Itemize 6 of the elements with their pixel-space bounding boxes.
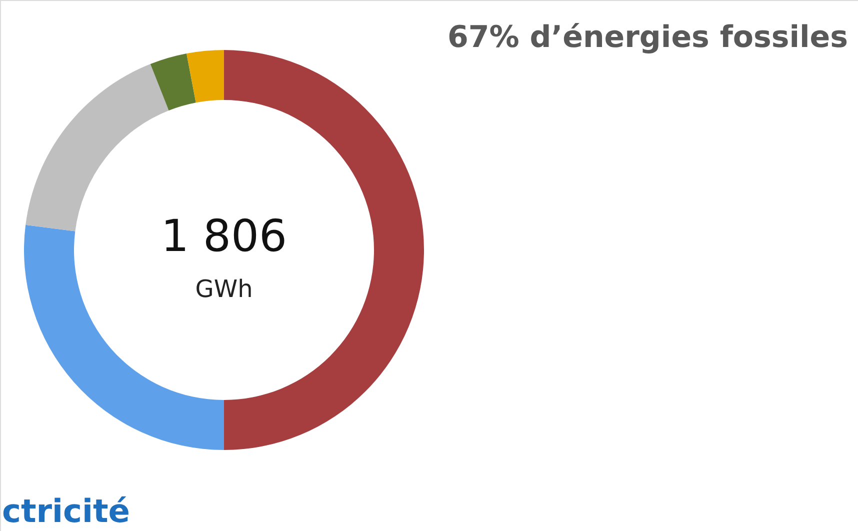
- text: 67% d’énergies fossiles: [447, 20, 848, 55]
- text: GWh: [195, 275, 253, 303]
- text: ctricité: [2, 492, 130, 530]
- text: 1 806: [161, 211, 287, 262]
- donut-slice: [186, 50, 224, 103]
- donut-slice: [150, 54, 196, 111]
